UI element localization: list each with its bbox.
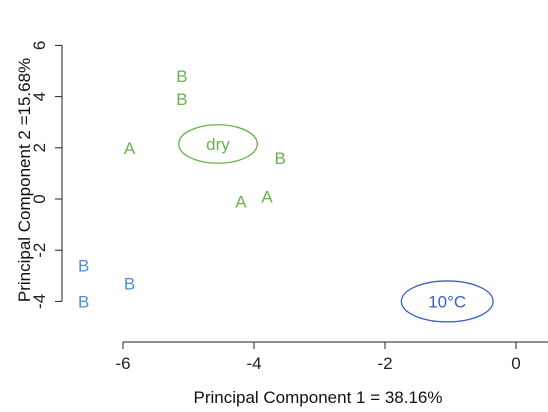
group-label-10c: 10°C xyxy=(428,292,466,311)
data-point-dry: A xyxy=(261,187,273,206)
data-point-10c: B xyxy=(78,257,89,276)
data-point-dry: A xyxy=(235,193,247,212)
x-tick-label: 0 xyxy=(511,354,520,373)
y-tick-label: 6 xyxy=(30,41,49,50)
group-ellipse-dry xyxy=(178,124,258,164)
y-tick-label: 2 xyxy=(30,143,49,152)
data-point-dry: B xyxy=(275,149,286,168)
y-tick-label: -4 xyxy=(30,294,49,309)
group-ellipse-10c xyxy=(400,280,494,323)
data-point-10c: B xyxy=(124,274,135,293)
x-tick-label: -2 xyxy=(377,354,392,373)
x-tick-label: -4 xyxy=(246,354,261,373)
y-tick-label: -2 xyxy=(30,243,49,258)
data-point-10c: B xyxy=(78,292,89,311)
data-point-dry: B xyxy=(176,67,187,86)
y-axis-title: Principal Component 2 =15.68% xyxy=(15,58,34,302)
y-tick-label: 0 xyxy=(30,194,49,203)
data-point-dry: B xyxy=(176,90,187,109)
x-tick-label: -6 xyxy=(115,354,130,373)
data-point-dry: A xyxy=(124,139,136,158)
data-points: BBABAABBBAAAAAABBB xyxy=(78,67,286,311)
y-tick-label: 4 xyxy=(30,92,49,101)
x-axis-title: Principal Component 1 = 38.16% xyxy=(193,388,442,407)
group-label-dry: dry xyxy=(206,135,230,154)
